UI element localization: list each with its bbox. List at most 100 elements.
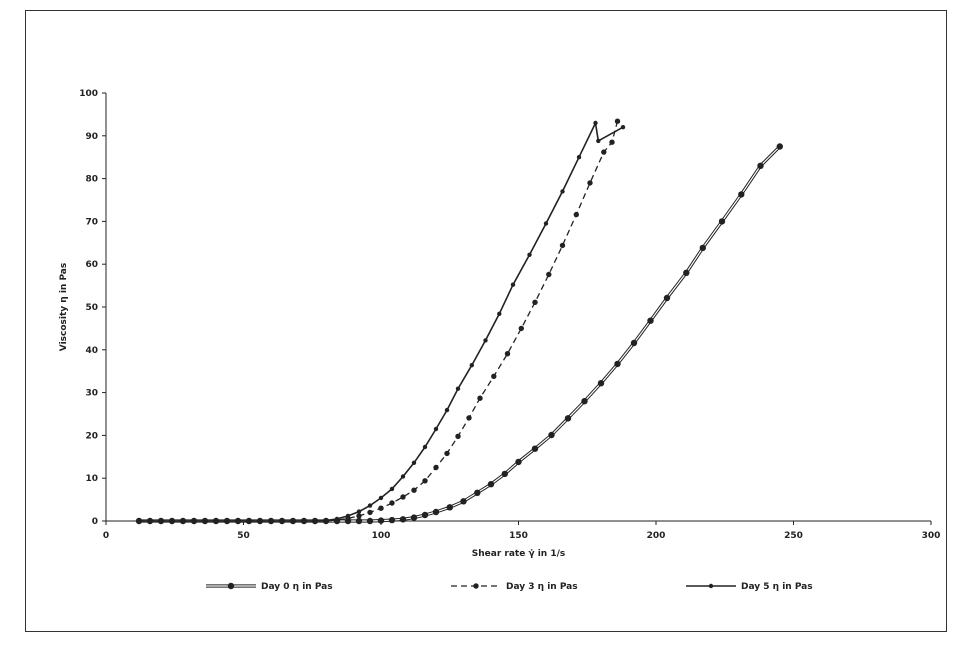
data-point <box>477 395 483 401</box>
data-point <box>345 513 351 519</box>
data-point <box>564 415 572 422</box>
data-point <box>548 431 555 439</box>
data-point <box>147 518 153 524</box>
data-point <box>455 386 461 391</box>
series-line-outline <box>139 145 781 523</box>
data-point <box>257 518 263 524</box>
viscosity-chart: 0 10 20 30 40 50 60 70 80 90 100 0 50 100 150 200 250 300… <box>59 89 940 592</box>
legend-marker <box>473 583 479 589</box>
y-tick-label: 10 <box>85 474 98 484</box>
data-point <box>543 221 549 226</box>
series-0 <box>135 143 783 525</box>
data-point <box>581 398 588 405</box>
data-point <box>491 373 497 379</box>
data-point <box>510 282 516 287</box>
legend-marker <box>227 582 235 590</box>
data-point <box>400 474 406 479</box>
x-tick-label: 50 <box>237 531 250 541</box>
x-axis-title: Shear rate γ̇ in 1/s <box>472 548 566 559</box>
data-point <box>191 518 197 524</box>
data-point <box>531 445 539 452</box>
data-point <box>597 380 605 387</box>
data-point <box>290 518 296 524</box>
legend-label: Day 3 η in Pas <box>506 582 578 592</box>
series-line <box>139 121 619 522</box>
data-point <box>460 498 467 505</box>
data-point <box>504 351 511 357</box>
x-tick-label: 100 <box>372 531 391 541</box>
data-point <box>422 444 428 450</box>
data-point <box>378 495 384 501</box>
data-point <box>446 504 453 511</box>
data-point <box>356 513 362 519</box>
data-point <box>647 317 654 324</box>
data-point <box>355 517 363 525</box>
data-point <box>367 503 373 508</box>
data-point <box>312 518 318 524</box>
data-point <box>389 500 395 506</box>
data-point <box>388 516 396 524</box>
y-tick-label: 30 <box>85 389 98 399</box>
data-point <box>301 518 307 524</box>
data-point <box>559 242 566 249</box>
legend-item-1: Day 3 η in Pas <box>451 582 578 592</box>
data-point <box>169 518 175 524</box>
data-point <box>356 509 362 514</box>
data-point <box>421 511 429 519</box>
x-tick-label: 0 <box>103 531 109 541</box>
data-point <box>699 244 706 252</box>
data-point <box>377 517 385 524</box>
data-point <box>497 311 502 316</box>
data-point <box>367 509 373 516</box>
series-line-inner <box>139 146 781 522</box>
data-point <box>268 518 274 524</box>
y-tick-label: 70 <box>85 217 98 227</box>
data-point <box>596 138 601 144</box>
data-point <box>683 269 690 276</box>
data-point <box>235 518 241 524</box>
y-tick-label: 0 <box>92 517 98 527</box>
data-point <box>487 481 495 488</box>
data-point <box>474 489 481 496</box>
data-point <box>399 516 407 523</box>
legend-label: Day 5 η in Pas <box>741 582 813 592</box>
data-point <box>466 415 472 421</box>
y-tick-label: 40 <box>85 346 98 356</box>
data-point <box>573 211 579 218</box>
data-point <box>518 325 524 332</box>
data-point <box>411 487 417 493</box>
data-point <box>620 125 626 130</box>
data-point <box>366 517 374 525</box>
axes: 0 10 20 30 40 50 60 70 80 90 100 0 50 100 150 200 250 300 <box>79 89 940 541</box>
data-point <box>213 518 219 524</box>
data-point <box>532 299 538 305</box>
y-tick-label: 60 <box>85 260 98 270</box>
data-point <box>224 518 230 524</box>
data-point <box>515 458 522 466</box>
x-tick-label: 200 <box>647 531 666 541</box>
x-tick-label: 300 <box>922 531 941 541</box>
data-point <box>411 460 417 465</box>
y-tick-label: 80 <box>85 175 98 185</box>
data-point <box>501 470 508 478</box>
data-point <box>469 363 474 368</box>
data-point <box>560 189 565 194</box>
data-point <box>432 508 440 516</box>
y-tick-label: 100 <box>79 89 98 99</box>
data-point <box>400 494 406 500</box>
series-line <box>139 120 624 522</box>
data-point <box>483 338 488 343</box>
series-layer <box>135 118 783 525</box>
data-point <box>246 518 252 524</box>
data-point <box>433 464 439 471</box>
legend-item-2: Day 5 η in Pas <box>686 582 813 592</box>
data-point <box>587 180 593 186</box>
series-2 <box>136 120 626 524</box>
data-point <box>609 139 615 145</box>
data-point <box>410 514 418 521</box>
legend-marker <box>708 583 714 589</box>
data-point <box>323 518 329 523</box>
y-axis-title: Viscosity η in Pas <box>59 263 69 351</box>
data-point <box>614 360 621 368</box>
data-point <box>158 518 164 524</box>
